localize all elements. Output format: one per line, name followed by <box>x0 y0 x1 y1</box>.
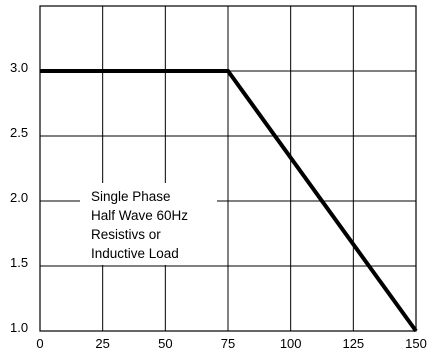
y-tick-label: 1.0 <box>10 320 28 335</box>
annotation-line: Inductive Load <box>91 246 179 261</box>
plot-frame <box>39 5 417 332</box>
x-tick-label: 0 <box>36 336 43 351</box>
y-tick-label: 2.0 <box>10 190 28 205</box>
x-tick-label: 50 <box>158 336 172 351</box>
x-tick-label: 100 <box>280 336 302 351</box>
annotation-line: Half Wave 60Hz <box>91 208 188 223</box>
data-series <box>39 69 418 333</box>
annotation-text: Single Phase Half Wave 60Hz Resistivs or… <box>91 189 188 261</box>
annotation-line: Single Phase <box>91 189 171 204</box>
x-tick-label: 150 <box>405 336 427 351</box>
x-tick-label: 75 <box>221 336 235 351</box>
y-tick-label: 3.0 <box>10 60 28 75</box>
annotation-background <box>80 183 217 265</box>
y-tick-label: 1.5 <box>10 255 28 270</box>
plot-border <box>39 5 417 332</box>
x-tick-label: 25 <box>95 336 109 351</box>
x-tick-label: 125 <box>342 336 364 351</box>
y-axis-ticks: 1.0 1.5 2.0 2.5 3.0 <box>10 60 28 335</box>
chart-grid <box>39 5 417 332</box>
y-tick-label: 2.5 <box>10 125 28 140</box>
annotation-line: Resistivs or <box>91 227 161 242</box>
x-axis-ticks: 0 25 50 75 100 125 150 <box>36 336 426 351</box>
